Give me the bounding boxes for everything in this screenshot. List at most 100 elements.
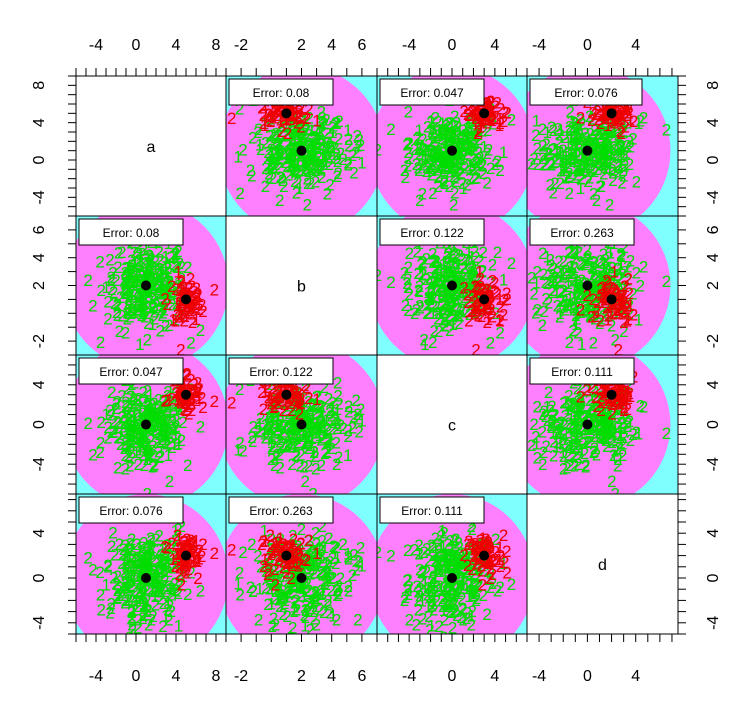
- point-class1: 2: [143, 266, 152, 285]
- point-class1: 1: [343, 121, 352, 140]
- point-class1: 2: [151, 252, 160, 271]
- point-class1: 2: [452, 563, 461, 582]
- point-class1: 2: [559, 282, 568, 301]
- point-class2: 2: [619, 293, 628, 312]
- point-class1: 2: [585, 168, 594, 187]
- point-class1: 2: [121, 446, 130, 465]
- point-class1: 1: [576, 278, 585, 297]
- point-class1: 2: [445, 135, 454, 154]
- point-class1: 2: [354, 131, 363, 150]
- point-class2: 2: [587, 308, 596, 327]
- point-class1: 1: [267, 560, 276, 579]
- point-class1: 1: [433, 267, 442, 286]
- point-class1: 2: [141, 254, 150, 273]
- point-class1: 2: [424, 146, 433, 165]
- point-class1: 2: [613, 396, 622, 415]
- point-class1: 1: [255, 136, 264, 155]
- point-class1: 2: [168, 537, 177, 556]
- point-class1: 1: [292, 555, 301, 574]
- point-class1: 2: [572, 165, 581, 184]
- point-class1: 2: [414, 138, 423, 157]
- point-class1: 2: [589, 442, 598, 461]
- point-class1: 2: [568, 396, 577, 415]
- point-class2: 2: [473, 111, 482, 130]
- region-class2: [377, 494, 527, 634]
- point-class1: 1: [343, 544, 352, 563]
- point-class1: 2: [559, 460, 568, 479]
- point-class1: 2: [299, 136, 308, 155]
- point-class2: 2: [286, 383, 295, 402]
- point-class1: 2: [626, 251, 635, 270]
- point-class1: 2: [605, 196, 614, 215]
- point-class2: 2: [618, 104, 627, 123]
- point-class2: 2: [492, 285, 501, 304]
- point-class1: 2: [301, 546, 310, 565]
- point-class1: 2: [581, 158, 590, 177]
- point-class1: 2: [108, 423, 117, 442]
- point-class1: 2: [163, 601, 172, 620]
- point-class2: 2: [474, 106, 483, 125]
- point-class1: 2: [559, 415, 568, 434]
- point-class1: 2: [594, 421, 603, 440]
- region-class2: [76, 494, 226, 634]
- y-tick-label: 4: [705, 253, 722, 262]
- point-class1: 2: [595, 177, 604, 196]
- point-class1: 2: [122, 303, 131, 322]
- point-class1: 2: [590, 415, 599, 434]
- point-class1: 2: [556, 416, 565, 435]
- point-class1: 2: [314, 148, 323, 167]
- point-class2: 2: [502, 564, 511, 583]
- point-class1: 2: [591, 423, 600, 442]
- point-class1: 2: [586, 146, 595, 165]
- point-class2: 2: [186, 531, 195, 550]
- point-class1: 1: [452, 254, 461, 273]
- point-class1: 2: [183, 456, 192, 475]
- point-class1: 1: [427, 616, 436, 635]
- point-class1: 2: [450, 117, 459, 136]
- point-class1: 2: [280, 153, 289, 172]
- point-class1: 2: [317, 546, 326, 565]
- point-class1: 2: [292, 565, 301, 584]
- point-class1: 2: [304, 439, 313, 458]
- point-class1: 2: [475, 252, 484, 271]
- point-class1: 2: [126, 610, 135, 629]
- point-class1: 2: [316, 160, 325, 179]
- point-class2: 2: [271, 541, 280, 560]
- point-class1: 2: [428, 333, 437, 352]
- point-class1: 2: [336, 144, 345, 163]
- point-class1: 2: [458, 174, 467, 193]
- point-class1: 2: [126, 541, 135, 560]
- x-tick-label: 4: [172, 37, 181, 54]
- point-class1: 1: [577, 147, 586, 166]
- point-class1: 2: [454, 538, 463, 557]
- point-class1: 2: [590, 139, 599, 158]
- point-class1: 2: [580, 156, 589, 175]
- point-class2: 2: [471, 299, 480, 318]
- point-class2: 2: [619, 313, 628, 332]
- point-class1: 2: [289, 107, 298, 126]
- point-class1: 2: [161, 280, 170, 299]
- point-class2: 2: [473, 289, 482, 308]
- point-class1: 2: [176, 305, 185, 324]
- point-class1: 2: [467, 267, 476, 286]
- point-class1: 2: [585, 286, 594, 305]
- point-class1: 2: [138, 587, 147, 606]
- point-class1: 2: [166, 549, 175, 568]
- point-class1: 2: [270, 417, 279, 436]
- point-class1: 2: [572, 276, 581, 295]
- point-class1: 2: [456, 579, 465, 598]
- point-class1: 2: [285, 437, 294, 456]
- point-class1: 2: [278, 113, 287, 132]
- point-class1: 2: [571, 127, 580, 146]
- error-label: Error: 0.08: [103, 226, 160, 240]
- point-class2: 2: [478, 109, 487, 128]
- point-class1: 2: [457, 141, 466, 160]
- point-class1: 2: [538, 316, 547, 335]
- point-class1: 2: [265, 168, 274, 187]
- point-class2: 2: [613, 382, 622, 401]
- point-class1: 2: [613, 304, 622, 323]
- error-label: Error: 0.08: [253, 86, 310, 100]
- point-class1: 1: [146, 386, 155, 405]
- point-class1: 2: [595, 140, 604, 159]
- point-class1: 2: [324, 529, 333, 548]
